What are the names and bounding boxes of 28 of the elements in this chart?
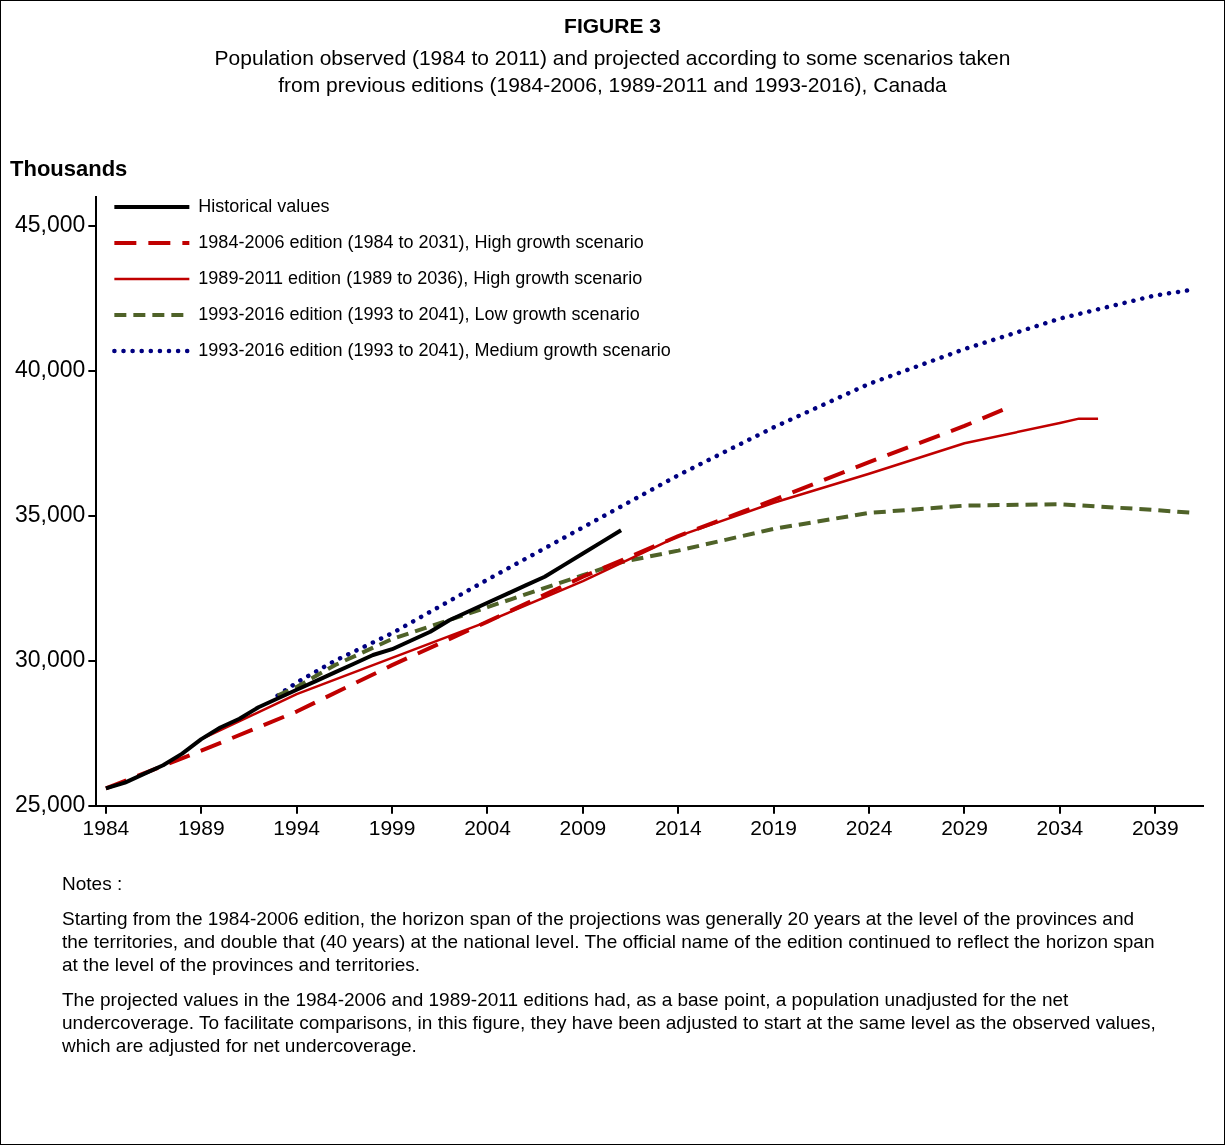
x-tick-label: 1999	[368, 816, 416, 840]
text: Notes :	[62, 872, 124, 895]
chart-subtitle: Population observed (1984 to 2011) and projected according to some scenarios taken from previous editions (1984-2006, 1989-2011 and 1993-2016), Canada	[213, 45, 1012, 98]
y-tick-label: 35,000	[14, 501, 86, 528]
text: The projected values in the 1984-2006 and 1989-2011 editions had, as a base point, a population unadjusted for the net undercoverage. To facilitate comparisons, in this figure, they have been adjusted to start at the same level as the observed values, which are adjusted for net undercoverage.	[62, 988, 1157, 1057]
x-tick-label: 2014	[654, 816, 702, 840]
x-tick-label: 2029	[941, 816, 988, 840]
legend-label: 1984-2006 edition (1984 to 2031), High growth scenario	[198, 231, 644, 252]
x-tick-label: 2009	[559, 816, 607, 840]
x-tick-label: 2019	[750, 816, 798, 840]
y-tick-label: 45,000	[14, 211, 86, 238]
x-tick-label: 2024	[845, 816, 893, 840]
legend-label: 1993-2016 edition (1993 to 2041), Low growth scenario	[198, 303, 640, 324]
legend-label: Historical values	[198, 195, 330, 216]
x-tick-label: 2039	[1131, 816, 1179, 840]
y-tick-label: 30,000	[14, 646, 86, 673]
y-tick-label: 40,000	[14, 356, 86, 383]
chart-title: FIGURE 3	[563, 14, 662, 38]
x-tick-label: 1989	[177, 816, 225, 840]
text: Starting from the 1984-2006 edition, the horizon span of the projections was generally 20 years at the level of the provinces and the territories, and double that (40 years) at the national level. The official name of the edition continued to reflect the horizon span at the level of the provinces and territories.	[62, 907, 1156, 976]
y-axis-title: Thousands	[10, 156, 128, 182]
y-tick-label: 25,000	[14, 791, 86, 818]
x-tick-label: 2004	[464, 816, 512, 840]
x-tick-label: 1984	[82, 816, 130, 840]
x-tick-label: 1994	[273, 816, 321, 840]
legend-label: 1993-2016 edition (1993 to 2041), Medium growth scenario	[198, 339, 671, 360]
x-tick-label: 2034	[1036, 816, 1084, 840]
legend-label: 1989-2011 edition (1989 to 2036), High growth scenario	[198, 267, 643, 288]
